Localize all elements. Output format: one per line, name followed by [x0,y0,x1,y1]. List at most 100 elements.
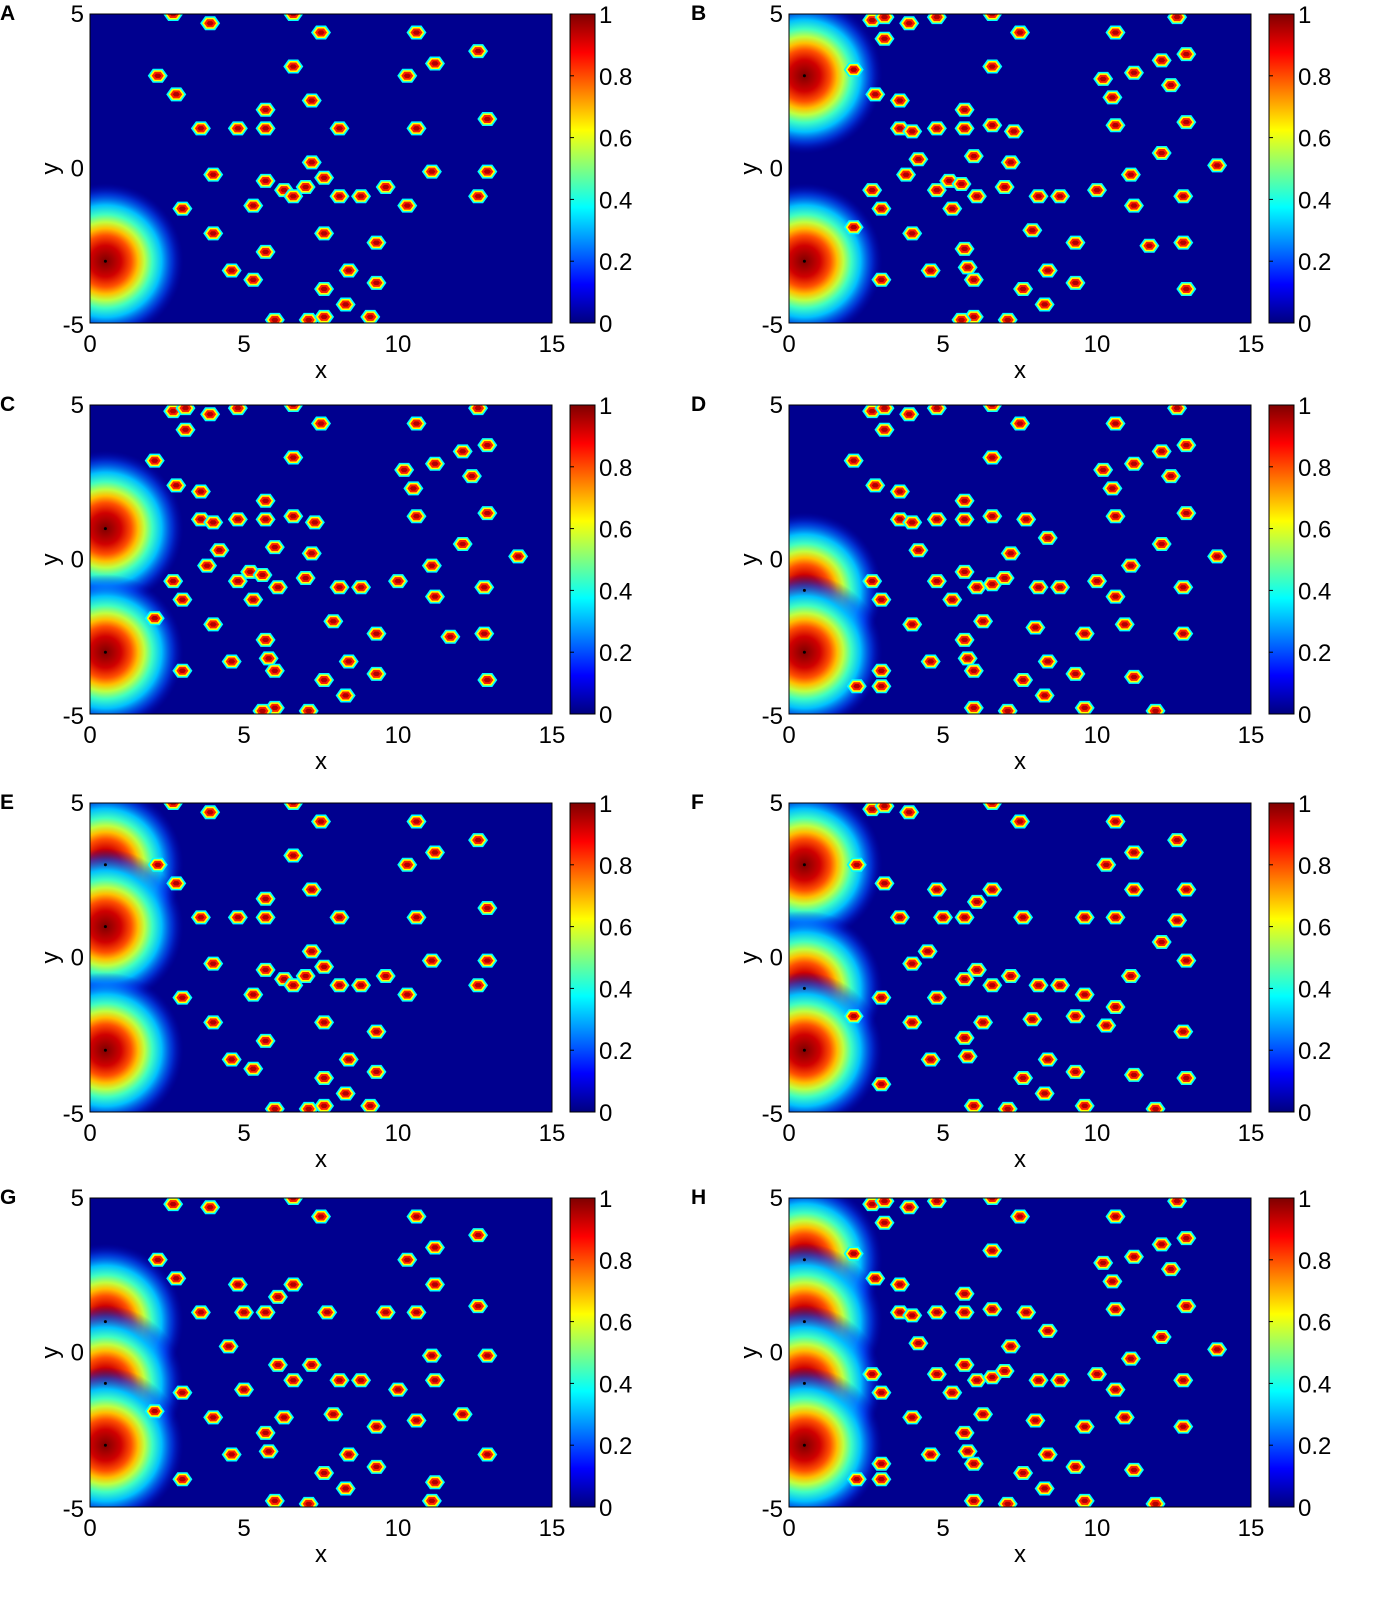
hotspot [314,673,335,688]
hotspot [1123,198,1144,213]
source-marker [802,863,806,867]
hotspot [329,189,350,204]
hotspot [926,512,947,527]
hotspot [954,102,975,117]
hotspot [252,703,273,714]
x-axis-label: x [1014,748,1026,775]
hotspot [227,910,248,925]
hotspot [926,574,947,589]
hotspot [508,549,529,564]
colorbar-tick-label: 1 [1298,791,1311,818]
hotspot [166,478,187,493]
plot-frame [89,404,553,715]
hotspot [424,1475,445,1490]
y-tick-label: -5 [762,703,783,730]
colorbar-tick-label: 0.2 [1298,1038,1331,1065]
colorbar-tick-label: 0.2 [1298,249,1331,276]
y-tick-label: 0 [770,945,783,972]
hotspot [902,124,923,139]
hotspot [1123,1067,1144,1082]
hotspot [283,1198,304,1205]
x-tick-label: 5 [237,331,250,358]
hotspot [1123,456,1144,471]
source-glow [789,972,883,1112]
hotspot [871,679,892,694]
hotspot [335,688,356,703]
hotspot [329,580,350,595]
hotspot [144,453,165,468]
hotspot [997,1496,1018,1507]
hotspot [926,14,947,25]
colorbar-tick-label: 1 [599,1186,612,1213]
hotspot [314,1071,335,1086]
colorbar-tick-label: 0 [599,1100,612,1127]
hotspot [982,1198,1003,1205]
hotspot [406,416,427,431]
hotspot [283,59,304,74]
hotspot [147,857,168,872]
x-axis-label: x [315,357,327,384]
x-tick-label: 5 [237,1515,250,1542]
hotspot [295,969,316,984]
hotspot [1105,589,1126,604]
hotspot [902,1410,923,1425]
heatmap-field [90,14,498,323]
heatmap-field [789,803,1197,1112]
y-tick-label: 0 [770,156,783,183]
hotspot [200,407,221,422]
x-tick-label: 0 [83,1120,96,1147]
hotspot [283,509,304,524]
hotspot [957,1444,978,1459]
hotspot [1037,530,1058,545]
hotspot [200,1200,221,1215]
hotspot [468,833,489,848]
hotspot [966,962,987,977]
hotspot [982,118,1003,133]
plot-frame [788,802,1252,1113]
hotspot [1105,416,1126,431]
colorbar-tick-label: 1 [599,791,612,818]
hotspot [966,189,987,204]
hotspot [172,1385,193,1400]
x-tick-label: 15 [1238,1515,1265,1542]
hotspot [1074,626,1095,641]
hotspot [1025,620,1046,635]
hotspot [274,972,295,987]
hotspot [1000,546,1021,561]
hotspot [889,484,910,499]
hotspot [1050,580,1071,595]
hotspot [283,405,304,412]
hotspot [1010,25,1030,40]
hotspot [1065,275,1086,290]
hotspot [1167,913,1188,928]
hotspot [283,189,304,204]
hotspot [360,309,381,323]
hotspot [1123,845,1144,860]
hotspot [865,1271,886,1286]
hotspot [908,543,929,558]
hotspot [1065,1064,1086,1079]
hotspot [203,956,224,971]
hotspot [375,1305,396,1320]
hotspot [865,478,886,493]
hotspot [203,167,224,182]
x-tick-label: 0 [83,722,96,749]
colorbar-tick-label: 0.2 [599,640,632,667]
hotspot [942,592,963,607]
colorbar-tick-label: 0.6 [1298,126,1331,153]
hotspot [197,558,218,573]
hotspot [846,857,867,872]
hotspot [1096,857,1117,872]
colorbar-tick-label: 1 [599,393,612,420]
hotspot [1139,238,1160,253]
source-marker [802,1443,806,1447]
hotspot [1013,910,1034,925]
hotspot [234,1305,254,1320]
hotspot [874,422,895,437]
hotspot [366,626,387,641]
hotspot [889,93,910,108]
heatmap-field [789,1198,1228,1507]
hotspot [889,910,910,925]
colorbar-tick-label: 0.4 [599,1371,632,1398]
